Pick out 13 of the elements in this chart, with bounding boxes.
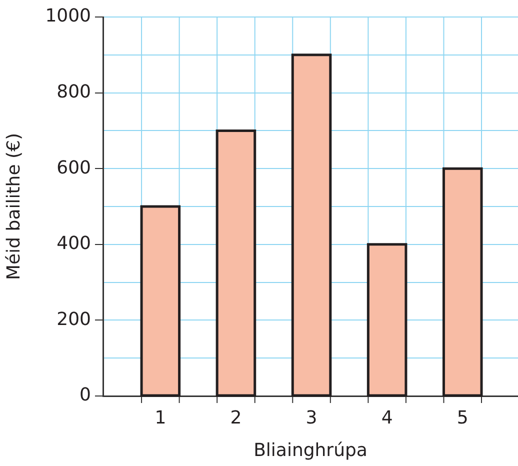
x-tick-label: 3 [306,407,318,428]
y-tick-label: 0 [80,384,91,406]
y-tick-label: 400 [56,233,91,254]
x-tick-label: 5 [456,407,468,428]
x-axis-title: Bliainghrúpa [254,440,368,461]
y-tick-label: 600 [56,157,91,178]
y-tick-label: 1000 [45,6,91,27]
y-tick-label: 800 [56,81,91,102]
x-tick-label: 1 [154,407,166,428]
y-tick-label: 200 [56,308,91,330]
y-axis-title: Méid bailithe (€) [3,133,24,280]
x-tick-label: 4 [381,407,393,428]
x-tick-label: 2 [230,407,242,428]
